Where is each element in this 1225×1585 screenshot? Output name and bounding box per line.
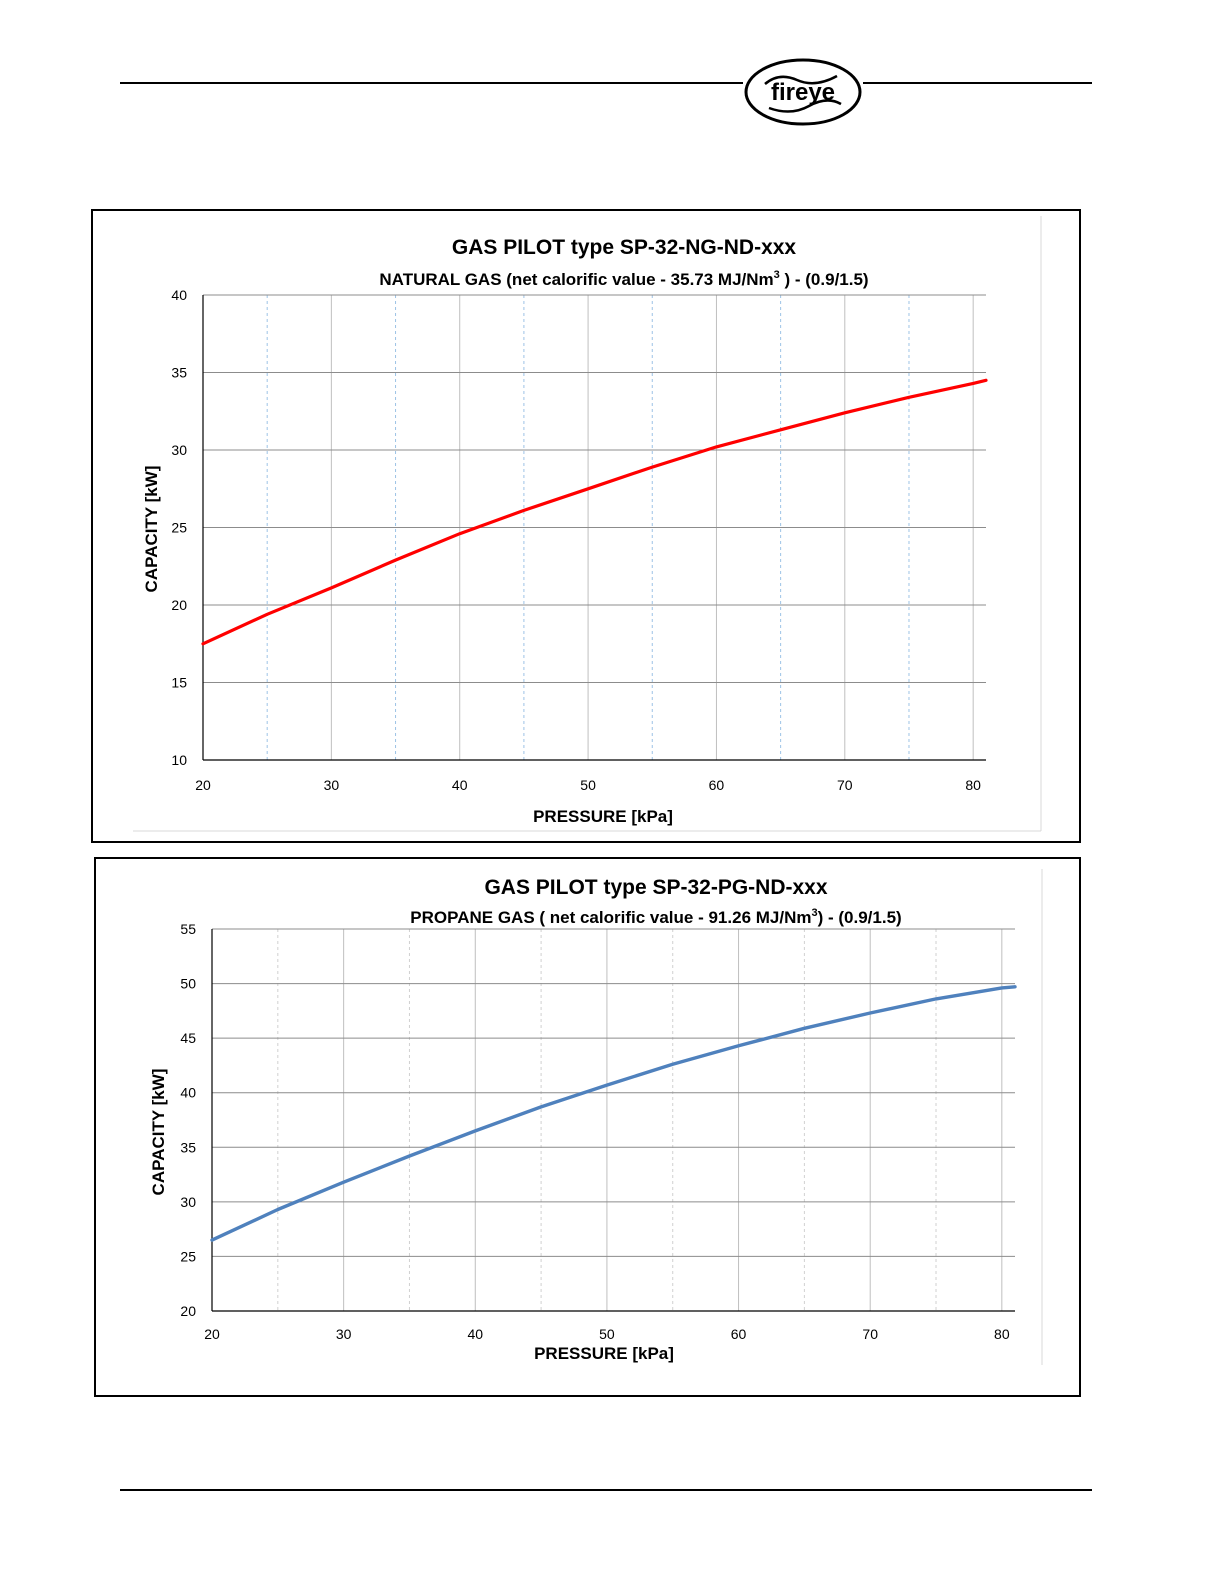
chart-subtitle-tail: ) - (0.9/1.5) (780, 270, 869, 289)
x-tick-label: 30 (336, 1326, 352, 1342)
x-tick-label: 40 (452, 777, 468, 793)
y-tick-label: 35 (171, 365, 187, 381)
y-tick-label: 20 (180, 1303, 196, 1319)
y-tick-label: 25 (171, 520, 187, 536)
x-tick-label: 20 (195, 777, 211, 793)
chart-natural-gas-svg: 20 30 40 50 60 70 80 10 15 20 25 30 35 40 GAS PILOT t… (133, 216, 1042, 832)
x-tick-label: 80 (965, 777, 981, 793)
y-tick-label: 40 (180, 1085, 196, 1101)
y-tick-label: 25 (180, 1248, 196, 1264)
x-tick-label: 50 (599, 1326, 615, 1342)
chart-subtitle-tail: ) - (0.9/1.5) (818, 908, 902, 927)
chart-title: GAS PILOT type SP-32-NG-ND-xxx (452, 236, 797, 259)
logo-text: fireye (771, 79, 835, 106)
x-tick-label: 70 (837, 777, 853, 793)
header-rule (120, 82, 1092, 84)
chart-subtitle-sup: 3 (811, 907, 817, 919)
chart-subtitle-sup: 3 (774, 269, 780, 281)
x-tick-label: 20 (204, 1326, 220, 1342)
axes: 20 30 40 50 60 70 80 10 15 20 25 30 35 40 (171, 287, 986, 793)
y-tick-label: 20 (171, 597, 187, 613)
y-tick-label: 30 (171, 442, 187, 458)
y-tick-label: 30 (180, 1194, 196, 1210)
x-tick-label: 60 (709, 777, 725, 793)
chart-subtitle-main: NATURAL GAS (net calorific value - 35.73… (379, 270, 773, 289)
y-tick-label: 10 (171, 752, 187, 768)
x-tick-label: 50 (580, 777, 596, 793)
y-tick-label: 55 (180, 921, 196, 937)
x-tick-label: 70 (862, 1326, 878, 1342)
series-line (201, 378, 988, 646)
y-axis-title: CAPACITY [kW] (142, 466, 161, 593)
footer-rule (120, 1489, 1092, 1491)
y-tick-label: 15 (171, 675, 187, 691)
series-line (210, 985, 1017, 1242)
x-tick-label: 60 (731, 1326, 747, 1342)
grid (202, 294, 986, 761)
x-tick-label: 40 (467, 1326, 483, 1342)
chart-propane-gas-svg: 20 30 40 50 60 70 80 20 25 30 35 40 45 50 55 GAS PILOT… (149, 869, 1043, 1365)
x-tick-label: 30 (324, 777, 340, 793)
grid (211, 928, 1015, 1312)
chart-subtitle: NATURAL GAS (net calorific value - 35.73… (379, 269, 868, 289)
series-layer (201, 378, 988, 646)
chart-natural-gas: 20 30 40 50 60 70 80 10 15 20 25 30 35 40 GAS PILOT t… (91, 209, 1081, 843)
y-axis-title: CAPACITY [kW] (149, 1069, 168, 1196)
chart-subtitle: PROPANE GAS ( net calorific value - 91.2… (410, 907, 901, 927)
y-tick-label: 45 (180, 1030, 196, 1046)
chart-propane-gas: 20 30 40 50 60 70 80 20 25 30 35 40 45 50 55 GAS PILOT… (94, 857, 1081, 1397)
y-tick-label: 50 (180, 976, 196, 992)
fireye-logo: fireye (743, 58, 863, 126)
y-tick-label: 40 (171, 287, 187, 303)
chart-title: GAS PILOT type SP-32-PG-ND-xxx (484, 876, 827, 899)
axes: 20 30 40 50 60 70 80 20 25 30 35 40 45 50 55 (180, 921, 1015, 1342)
chart-subtitle-main: PROPANE GAS ( net calorific value - 91.2… (410, 908, 811, 927)
y-tick-label: 35 (180, 1139, 196, 1155)
x-axis-title: PRESSURE [kPa] (533, 807, 673, 826)
x-axis-title: PRESSURE [kPa] (534, 1344, 674, 1363)
series-layer (210, 985, 1017, 1242)
x-tick-label: 80 (994, 1326, 1010, 1342)
